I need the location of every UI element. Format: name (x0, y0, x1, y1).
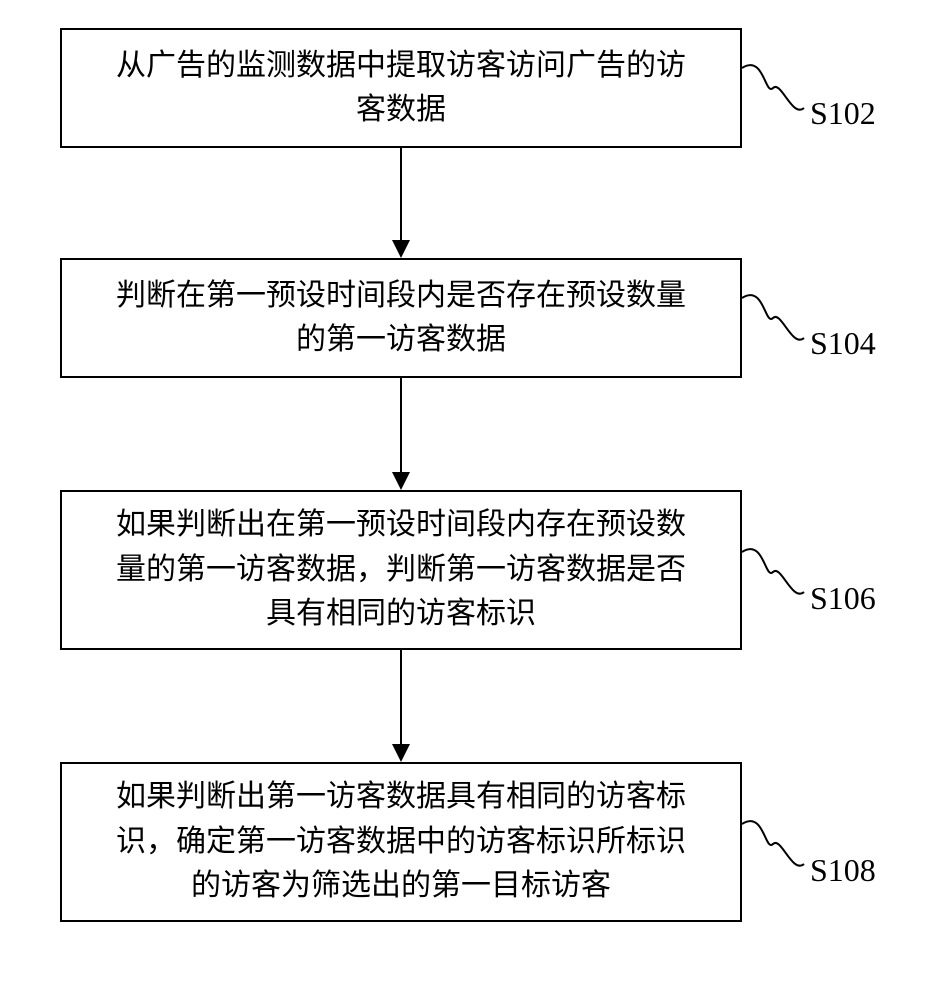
brace-3 (0, 0, 933, 1000)
